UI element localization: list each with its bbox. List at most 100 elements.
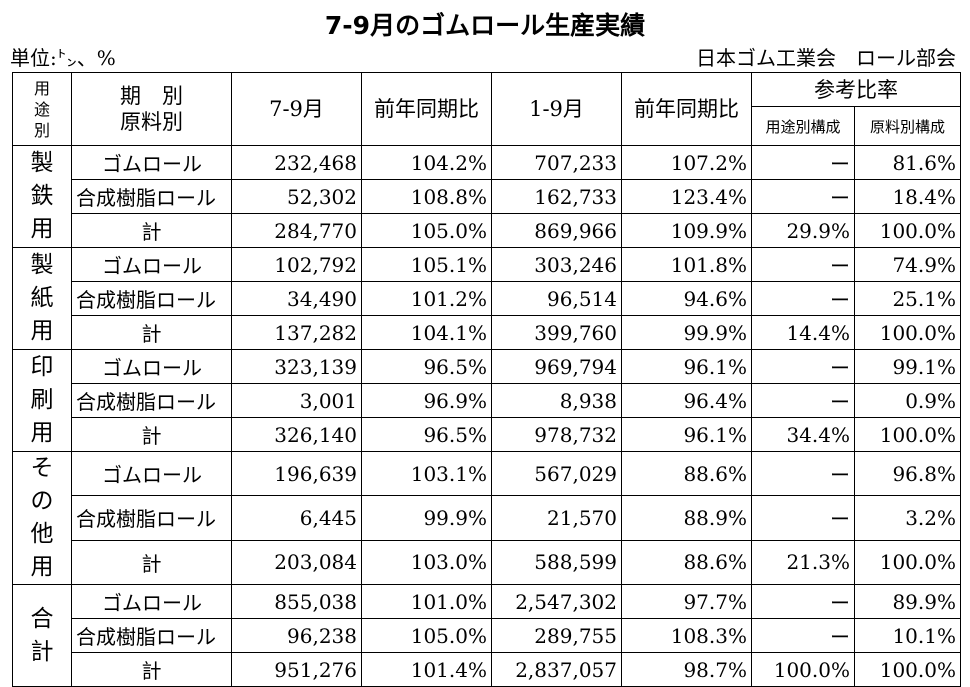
production-table: 用 途 別 期 別 原料別 7-9月 前年同期比 1-9月 前年同期比 参考比率… [12, 72, 961, 687]
ytd-yoy-cell: 123.4% [621, 179, 752, 214]
use-ratio-cell: ー [751, 247, 855, 282]
ytd-value-cell: 567,029 [491, 450, 622, 497]
header-yoto-char: 途 [33, 99, 50, 119]
q3-value-cell: 137,282 [231, 315, 362, 350]
use-ratio-cell: 29.9% [751, 213, 855, 248]
q3-value-cell: 3,001 [231, 383, 362, 418]
category-label-char: の [30, 488, 54, 514]
q3-yoy-cell: 104.2% [361, 145, 492, 180]
q3-yoy-cell: 105.0% [361, 618, 492, 653]
material-ratio-cell: 100.0% [854, 652, 961, 687]
category-label: 合計 [12, 584, 72, 687]
ytd-value-cell: 289,755 [491, 618, 622, 653]
table-row: 計 951,276 101.4% 2,837,057 98.7% 100.0% 100.0% [13, 652, 961, 687]
header-kibetsu-line1: 期 別 [120, 84, 183, 108]
table-row: 合成樹脂ロール 3,001 96.9% 8,938 96.4% ー 0.9% [13, 383, 961, 418]
header-yoto-char: 別 [33, 120, 50, 140]
ytd-value-cell: 707,233 [491, 145, 622, 180]
header-row-1: 用 途 別 期 別 原料別 7-9月 前年同期比 1-9月 前年同期比 参考比率 [12, 72, 961, 146]
ytd-yoy-cell: 94.6% [621, 281, 752, 316]
ytd-value-cell: 2,547,302 [491, 584, 622, 619]
ytd-yoy-cell: 88.6% [621, 450, 752, 497]
use-ratio-cell: ー [751, 584, 855, 619]
ytd-value-cell: 588,599 [491, 539, 622, 586]
table-row: 計 284,770 105.0% 869,966 109.9% 29.9% 100.0% [13, 213, 961, 248]
category-label: その他用 [12, 451, 72, 585]
ytd-yoy-cell: 96.1% [621, 349, 752, 384]
ytd-yoy-cell: 109.9% [621, 213, 752, 248]
material-ratio-cell: 25.1% [854, 281, 961, 316]
q3-yoy-cell: 101.0% [361, 584, 492, 619]
table-row: 合成樹脂ロール 52,302 108.8% 162,733 123.4% ー 18.4% [13, 179, 961, 214]
use-ratio-cell: ー [751, 179, 855, 214]
use-ratio-cell: ー [751, 450, 855, 497]
use-ratio-cell: 14.4% [751, 315, 855, 350]
q3-yoy-cell: 108.8% [361, 179, 492, 214]
use-ratio-cell: 34.4% [751, 417, 855, 452]
material-name-cell: 計 [71, 652, 232, 687]
material-ratio-cell: 89.9% [854, 584, 961, 619]
q3-yoy-cell: 104.1% [361, 315, 492, 350]
material-ratio-cell: 100.0% [854, 213, 961, 248]
q3-yoy-cell: 103.1% [361, 450, 492, 497]
q3-value-cell: 196,639 [231, 450, 362, 497]
ytd-value-cell: 399,760 [491, 315, 622, 350]
table-row: 製紙用ゴムロール 102,792 105.1% 303,246 101.8% ー 74.9% [12, 247, 961, 350]
q3-value-cell: 326,140 [231, 417, 362, 452]
material-name-cell: ゴムロール [71, 584, 232, 619]
material-name-cell: ゴムロール [71, 247, 232, 282]
category-label-char: 印 [30, 354, 54, 380]
material-name-cell: 合成樹脂ロール [71, 179, 232, 214]
material-name-cell: 合成樹脂ロール [71, 281, 232, 316]
use-ratio-cell: ー [751, 145, 855, 180]
material-ratio-cell: 100.0% [854, 539, 961, 586]
q3-yoy-cell: 96.9% [361, 383, 492, 418]
material-name-cell: ゴムロール [71, 145, 232, 180]
q3-value-cell: 34,490 [231, 281, 362, 316]
q3-value-cell: 284,770 [231, 213, 362, 248]
ytd-value-cell: 969,794 [491, 349, 622, 384]
material-ratio-cell: 81.6% [854, 145, 961, 180]
table-row: 合成樹脂ロール 96,238 105.0% 289,755 108.3% ー 10.1% [13, 618, 961, 653]
header-sanko: 参考比率 [751, 72, 961, 107]
unit-label: 単位:㌧、% [10, 46, 116, 70]
category-label-char: 用 [30, 554, 54, 580]
material-name-cell: 計 [71, 213, 232, 248]
table-row: 製鉄用ゴムロール 232,468 104.2% 707,233 107.2% ー 81.6% [12, 145, 961, 248]
use-ratio-cell: 21.3% [751, 539, 855, 586]
q3-yoy-cell: 105.0% [361, 213, 492, 248]
ytd-value-cell: 8,938 [491, 383, 622, 418]
category-label-char: そ [30, 455, 54, 481]
material-ratio-cell: 18.4% [854, 179, 961, 214]
ytd-value-cell: 96,514 [491, 281, 622, 316]
category-label-char: 合 [30, 605, 54, 632]
q3-yoy-cell: 101.4% [361, 652, 492, 687]
material-name-cell: ゴムロール [71, 450, 232, 497]
ytd-yoy-cell: 108.3% [621, 618, 752, 653]
header-yoto-kosei: 用途別構成 [751, 106, 855, 146]
use-ratio-cell: ー [751, 383, 855, 418]
material-ratio-cell: 100.0% [854, 417, 961, 452]
header-q3: 7-9月 [231, 72, 362, 146]
table-row: 合成樹脂ロール 6,445 99.9% 21,570 88.9% ー 3.2% [13, 495, 961, 541]
category-label-char: 鉄 [30, 183, 54, 209]
header-yoto: 用 途 別 [12, 72, 72, 146]
header-ytd: 1-9月 [491, 72, 622, 146]
page-title: 7-9月のゴムロール生産実績 [324, 11, 646, 40]
q3-yoy-cell: 96.5% [361, 349, 492, 384]
ytd-value-cell: 21,570 [491, 495, 622, 541]
category-label: 製鉄用 [12, 145, 72, 248]
material-name-cell: 計 [71, 315, 232, 350]
header-yoto-char: 用 [33, 78, 50, 98]
table-row: 計 137,282 104.1% 399,760 99.9% 14.4% 100.0% [13, 315, 961, 350]
table-row: 計 326,140 96.5% 978,732 96.1% 34.4% 100.0% [13, 417, 961, 452]
material-ratio-cell: 100.0% [854, 315, 961, 350]
header-row-2: 用途別構成 原料別構成 [13, 106, 961, 146]
q3-value-cell: 323,139 [231, 349, 362, 384]
q3-value-cell: 203,084 [231, 539, 362, 586]
table-row: その他用ゴムロール 196,639 103.1% 567,029 88.6% ー 96.8% [12, 450, 961, 585]
q3-value-cell: 6,445 [231, 495, 362, 541]
ytd-yoy-cell: 107.2% [621, 145, 752, 180]
q3-value-cell: 96,238 [231, 618, 362, 653]
ytd-yoy-cell: 97.7% [621, 584, 752, 619]
